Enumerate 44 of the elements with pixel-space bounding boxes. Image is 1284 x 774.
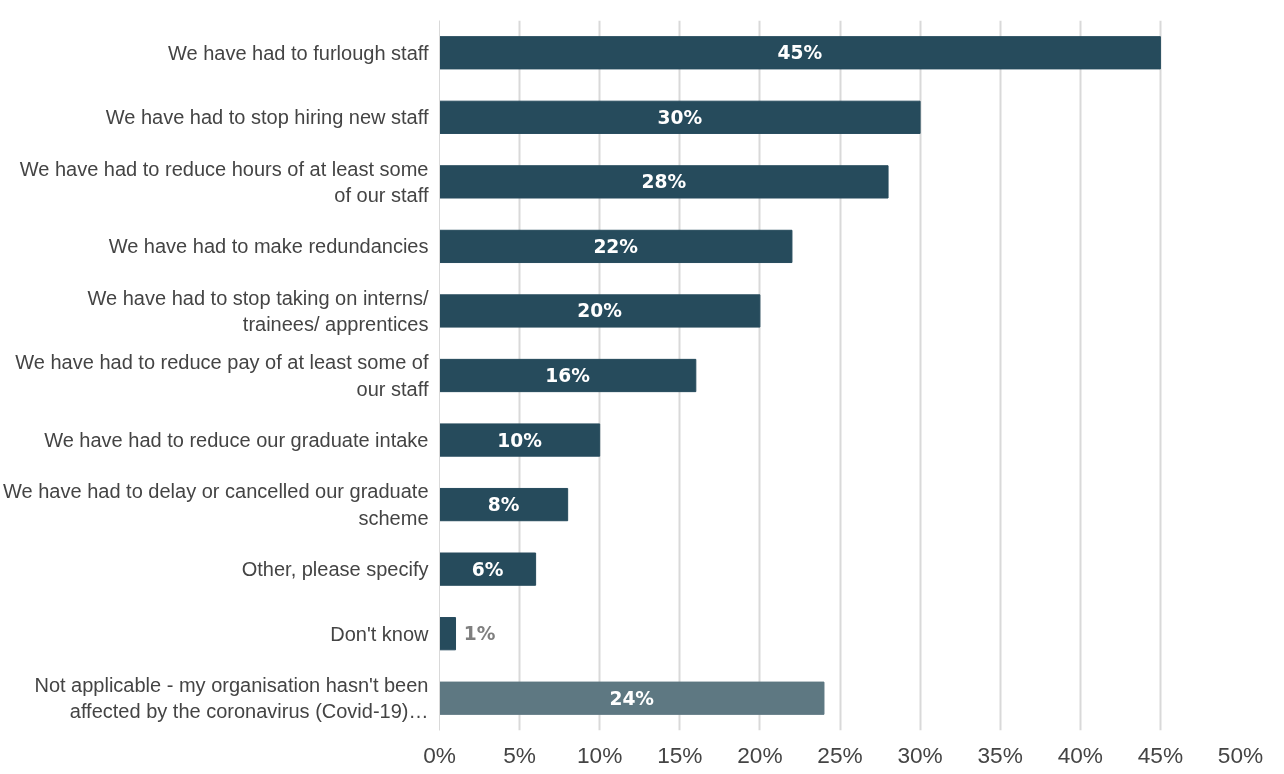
bar (439, 487, 569, 522)
data-label: 16% (545, 365, 591, 386)
bar (439, 552, 537, 586)
data-label: 1% (463, 623, 496, 645)
data-label: 6% (471, 558, 504, 580)
bar (439, 617, 457, 651)
data-label: 10% (497, 429, 543, 451)
x-tick-label: 40% (1057, 741, 1103, 768)
data-label: 28% (641, 171, 687, 193)
data-label: 45% (777, 42, 823, 64)
y-tick-label: Other, please specify (241, 558, 429, 581)
y-tick-label: We have had to reduce our graduate intake (44, 429, 429, 452)
bar (439, 100, 921, 134)
x-tick-label: 35% (977, 741, 1023, 768)
data-label: 22% (593, 235, 639, 257)
y-tick-label: We have had to furlough staff (167, 41, 429, 64)
y-tick-label: We have had to reduce pay of at least some of our staff (15, 351, 429, 400)
y-tick-label: We have had to stop taking on interns/ trainees/ apprentices (87, 286, 429, 336)
x-tick-label: 45% (1137, 741, 1184, 768)
bar (439, 423, 601, 457)
bar (439, 681, 825, 715)
bar (439, 165, 889, 199)
x-tick-label: 15% (657, 741, 703, 768)
y-tick-label: We have had to reduce hours of at least some of our staff (19, 157, 429, 207)
y-tick-label: Don't know (330, 622, 430, 645)
bar (439, 36, 1161, 70)
x-tick-label: 0% (423, 741, 456, 768)
y-tick-label: We have had to stop hiring new staff (105, 106, 429, 129)
data-label: 30% (657, 106, 703, 128)
bar (439, 294, 761, 328)
x-tick-label: 20% (737, 741, 783, 768)
x-tick-label: 5% (503, 741, 536, 768)
y-tick-label: We have had to make redundancies (108, 235, 429, 258)
x-tick-label: 10% (577, 741, 623, 768)
bar (439, 358, 697, 393)
y-tick-label: Not applicable - my organisation hasn't been affected by the coronavirus (Covid-19)… (34, 674, 429, 723)
x-tick-label: 30% (897, 741, 943, 768)
data-label: 8% (487, 494, 520, 516)
data-label: 20% (577, 300, 623, 322)
x-tick-label: 25% (817, 741, 863, 768)
data-label: 24% (609, 687, 655, 709)
bar (439, 229, 793, 264)
x-tick-label: 50% (1217, 741, 1264, 768)
y-tick-label: We have had to delay or cancelled our graduate scheme (3, 480, 429, 529)
